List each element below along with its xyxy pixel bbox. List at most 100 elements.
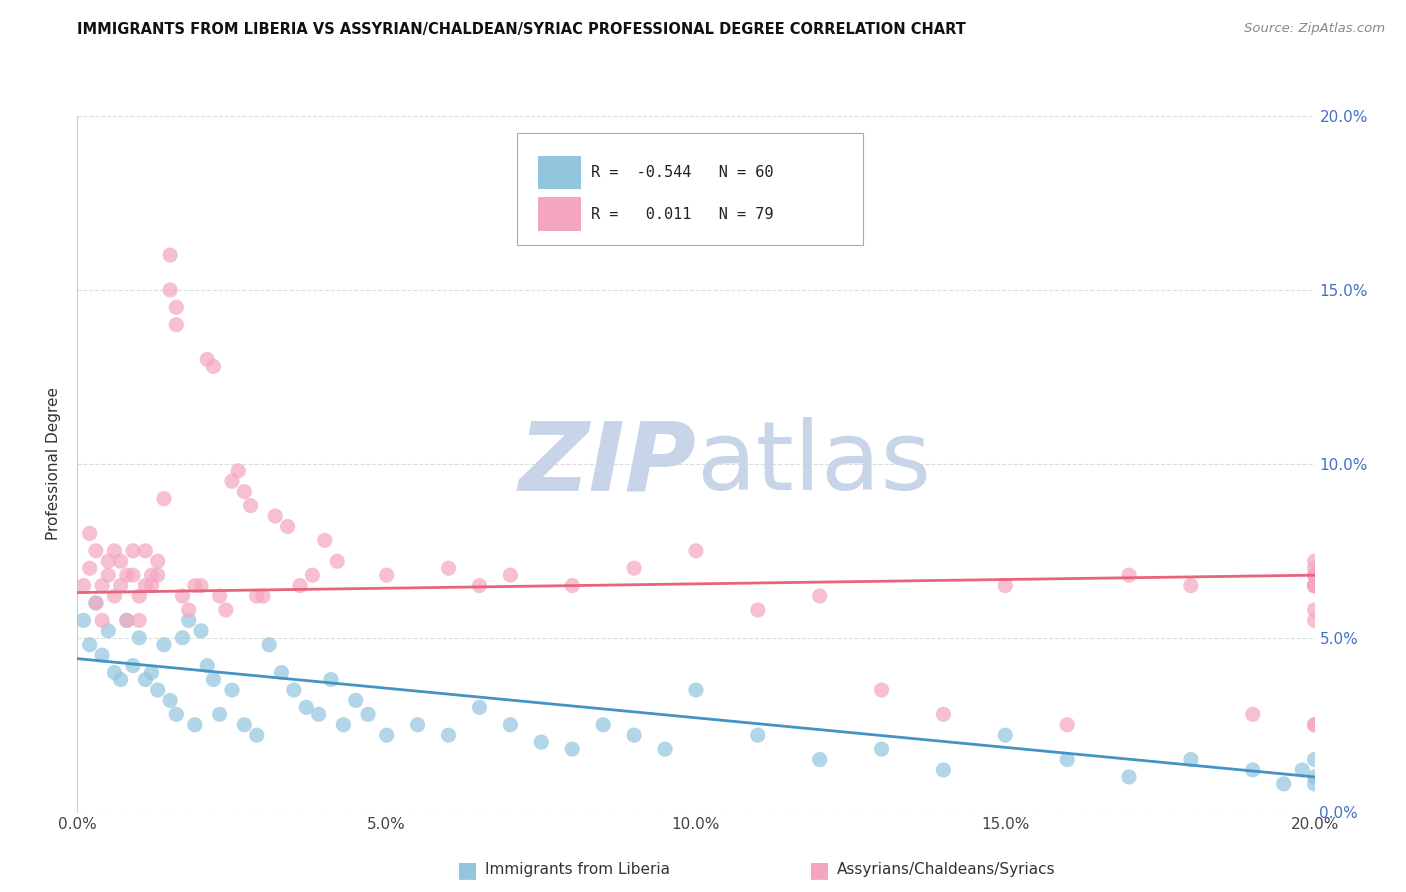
Point (84, 596, 107, 610)
Point (1303, 578, 1326, 592)
Point (195, 352, 218, 367)
Point (1180, 753, 1202, 767)
Point (202, 673, 225, 687)
Point (184, 578, 207, 592)
Point (79, 526, 101, 541)
Point (994, 578, 1017, 592)
Point (226, 464, 249, 478)
Point (344, 693, 367, 707)
Point (165, 300, 187, 315)
Point (654, 742, 676, 756)
Point (623, 728, 645, 742)
Point (177, 603, 200, 617)
Point (97, 554, 120, 568)
Point (91, 578, 114, 592)
Point (1303, 578, 1326, 592)
Point (1291, 763, 1313, 777)
Point (208, 707, 231, 722)
Point (685, 683, 707, 698)
Point (172, 589, 194, 603)
Point (468, 700, 491, 714)
Point (437, 561, 460, 575)
Point (208, 589, 231, 603)
Point (468, 578, 491, 592)
Point (72, 614, 94, 628)
Point (319, 673, 342, 687)
Point (177, 614, 200, 628)
Text: atlas: atlas (696, 417, 931, 510)
Point (233, 717, 256, 731)
Point (295, 700, 318, 714)
Y-axis label: Professional Degree: Professional Degree (46, 387, 62, 541)
Point (115, 568, 138, 582)
Point (685, 543, 707, 558)
Point (1303, 717, 1326, 731)
Point (357, 707, 380, 722)
Point (561, 578, 583, 592)
Point (184, 717, 207, 731)
Point (110, 554, 132, 568)
Point (202, 359, 225, 374)
Point (141, 568, 163, 582)
Point (1303, 777, 1326, 791)
Point (870, 683, 893, 698)
Point (103, 543, 125, 558)
Point (115, 614, 138, 628)
Point (1303, 614, 1326, 628)
Point (153, 638, 176, 652)
Point (252, 589, 274, 603)
Point (84, 596, 107, 610)
Point (314, 533, 336, 548)
Point (215, 603, 238, 617)
Point (165, 318, 187, 332)
Point (221, 474, 243, 488)
Point (301, 568, 323, 582)
Point (246, 589, 269, 603)
Point (79, 638, 101, 652)
Point (499, 568, 522, 582)
Text: Assyrians/Chaldeans/Syriacs: Assyrians/Chaldeans/Syriacs (837, 863, 1054, 877)
Point (1272, 777, 1295, 791)
Point (110, 578, 132, 592)
Point (808, 589, 831, 603)
Point (233, 484, 256, 499)
Point (870, 742, 893, 756)
Point (623, 561, 645, 575)
Point (134, 578, 156, 592)
Point (141, 665, 163, 680)
Point (72, 578, 94, 592)
Point (1056, 753, 1078, 767)
Point (283, 683, 305, 698)
Point (530, 735, 553, 749)
Point (146, 554, 169, 568)
Point (808, 753, 831, 767)
Text: ZIP: ZIP (517, 417, 696, 510)
Point (1303, 578, 1326, 592)
Point (1303, 568, 1326, 582)
Point (153, 491, 176, 506)
Point (1303, 770, 1326, 784)
Point (437, 728, 460, 742)
FancyBboxPatch shape (537, 197, 581, 231)
Point (195, 658, 218, 673)
Point (1303, 568, 1326, 582)
Point (1303, 603, 1326, 617)
Point (190, 578, 212, 592)
FancyBboxPatch shape (516, 134, 863, 244)
FancyBboxPatch shape (537, 155, 581, 189)
Point (1180, 578, 1202, 592)
Point (308, 707, 330, 722)
Point (375, 568, 398, 582)
Text: R =   0.011   N = 79: R = 0.011 N = 79 (591, 207, 773, 221)
Point (134, 673, 156, 687)
Point (592, 717, 614, 731)
Point (79, 561, 101, 575)
Text: Immigrants from Liberia: Immigrants from Liberia (485, 863, 671, 877)
Point (994, 728, 1017, 742)
Point (332, 717, 354, 731)
Point (561, 742, 583, 756)
Point (128, 589, 150, 603)
Point (1118, 770, 1140, 784)
Point (84, 543, 107, 558)
Point (128, 631, 150, 645)
